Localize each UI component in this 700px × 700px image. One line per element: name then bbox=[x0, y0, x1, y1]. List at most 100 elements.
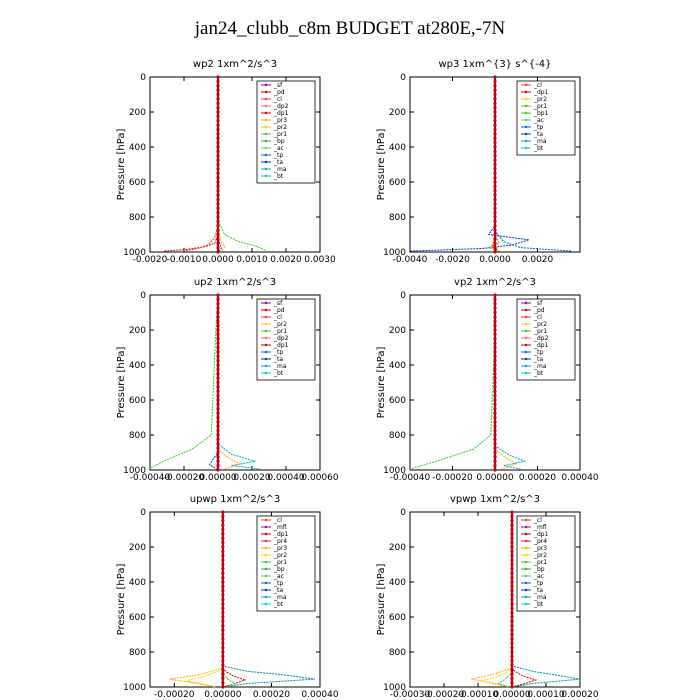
legend-box bbox=[256, 80, 316, 184]
series-line bbox=[511, 512, 538, 688]
profile-marker bbox=[493, 328, 497, 332]
profile-marker bbox=[221, 597, 225, 602]
profile-marker bbox=[493, 123, 497, 127]
y-axis-label: Pressure [hPa] bbox=[376, 347, 387, 419]
profile-marker bbox=[510, 519, 514, 523]
profile-marker bbox=[493, 359, 497, 363]
profile-marker bbox=[510, 567, 514, 571]
profile-marker bbox=[510, 619, 514, 623]
profile-marker bbox=[493, 92, 497, 97]
profile-marker bbox=[221, 558, 225, 562]
plot-frame bbox=[149, 511, 321, 688]
profile-marker bbox=[510, 667, 514, 672]
legend-entry: _dp1 bbox=[273, 342, 289, 349]
legend-entry: _tp bbox=[533, 580, 543, 587]
profile-marker bbox=[216, 341, 220, 345]
x-tick-label: -0.0010 bbox=[167, 255, 202, 265]
legend-box bbox=[256, 515, 316, 612]
profile-marker bbox=[493, 149, 497, 153]
profile-marker bbox=[216, 149, 220, 153]
panel-wp2: wp2 1xm^2/s^3 Pressure [hPa] 0 200 400 600 800… bbox=[110, 55, 336, 265]
legend-entry: _ma bbox=[533, 138, 547, 145]
profile-marker bbox=[493, 176, 497, 180]
profile-marker bbox=[510, 527, 514, 532]
profile-marker bbox=[221, 606, 225, 610]
profile-marker bbox=[216, 232, 220, 237]
profile-marker bbox=[216, 197, 220, 202]
profile-marker bbox=[493, 136, 497, 140]
legend-marker bbox=[264, 371, 268, 375]
legend-entry: _pr2 bbox=[273, 552, 287, 559]
profile-marker bbox=[493, 101, 497, 105]
profile-marker bbox=[221, 624, 225, 628]
profile-marker bbox=[221, 545, 225, 549]
profile-marker bbox=[510, 628, 514, 632]
legend-entry: _ta bbox=[533, 587, 543, 594]
y-tick-label: 200 bbox=[389, 543, 406, 553]
profile-marker bbox=[216, 119, 220, 123]
legend-marker bbox=[264, 174, 268, 178]
chart-vpwp: vpwp 1xm^2/s^3 Pressure [hPa] 0 200 400 600 80… bbox=[376, 494, 599, 700]
profile-marker bbox=[221, 628, 225, 632]
legend-entry: _cl bbox=[273, 517, 282, 524]
legend-entry: _pr4 bbox=[273, 538, 287, 545]
profile-marker bbox=[216, 101, 220, 105]
profile-marker bbox=[493, 306, 497, 310]
y-tick-label: 200 bbox=[389, 326, 406, 336]
profile-marker bbox=[493, 350, 497, 354]
legend-marker bbox=[264, 139, 268, 143]
profile-marker bbox=[493, 319, 497, 323]
profile-marker bbox=[216, 437, 220, 441]
profile-marker bbox=[216, 211, 220, 215]
profile-marker bbox=[493, 315, 497, 319]
x-tick-label: 0.00040 bbox=[561, 473, 598, 483]
profile-marker bbox=[216, 132, 220, 136]
legend-entry: _pr1 bbox=[533, 103, 547, 110]
profile-marker bbox=[216, 459, 220, 463]
legend-marker bbox=[524, 546, 528, 550]
profile-marker bbox=[510, 676, 514, 680]
profile-marker bbox=[510, 615, 514, 619]
profile-marker bbox=[510, 654, 514, 658]
series-line bbox=[217, 295, 261, 470]
x-tick-label: -0.00020 bbox=[432, 473, 473, 483]
y-tick-label: 800 bbox=[129, 213, 146, 223]
series-line bbox=[222, 512, 247, 688]
profile-marker bbox=[510, 672, 514, 676]
legend-entry: _ta bbox=[273, 356, 283, 363]
profile-marker bbox=[493, 145, 497, 149]
y-tick-label: 400 bbox=[389, 361, 406, 371]
legend-marker bbox=[524, 518, 528, 522]
legend-box bbox=[516, 80, 576, 156]
profile-marker bbox=[221, 554, 225, 558]
profile-marker bbox=[216, 184, 220, 188]
legend-marker bbox=[264, 118, 268, 122]
profile-marker bbox=[221, 602, 225, 606]
x-tick-label: -0.0040 bbox=[393, 255, 428, 265]
y-tick-label: 1000 bbox=[123, 248, 146, 258]
legend-marker bbox=[264, 581, 268, 585]
legend-entry: _tp bbox=[533, 124, 543, 131]
legend-marker bbox=[524, 357, 528, 361]
legend-marker bbox=[264, 364, 268, 368]
profile-marker bbox=[493, 215, 497, 219]
legend-marker bbox=[264, 588, 268, 592]
series-line bbox=[183, 77, 219, 252]
y-tick-label: 400 bbox=[389, 143, 406, 153]
y-tick-label: 600 bbox=[389, 613, 406, 623]
profile-marker bbox=[216, 328, 220, 332]
profile-marker bbox=[493, 310, 497, 315]
profile-marker bbox=[510, 685, 514, 689]
profile-marker bbox=[493, 171, 497, 175]
profile-marker bbox=[221, 510, 225, 514]
legend-entry: _dp1 bbox=[533, 342, 549, 349]
profile-marker bbox=[216, 219, 220, 223]
legend-marker bbox=[524, 329, 528, 333]
series-line bbox=[222, 512, 237, 688]
legend-entry: _ma bbox=[273, 166, 287, 173]
profile-marker bbox=[216, 158, 220, 162]
legend-marker bbox=[524, 539, 528, 543]
legend-entry: _dp1 bbox=[533, 89, 549, 96]
profile-marker bbox=[493, 363, 497, 367]
profile-marker bbox=[216, 84, 220, 88]
